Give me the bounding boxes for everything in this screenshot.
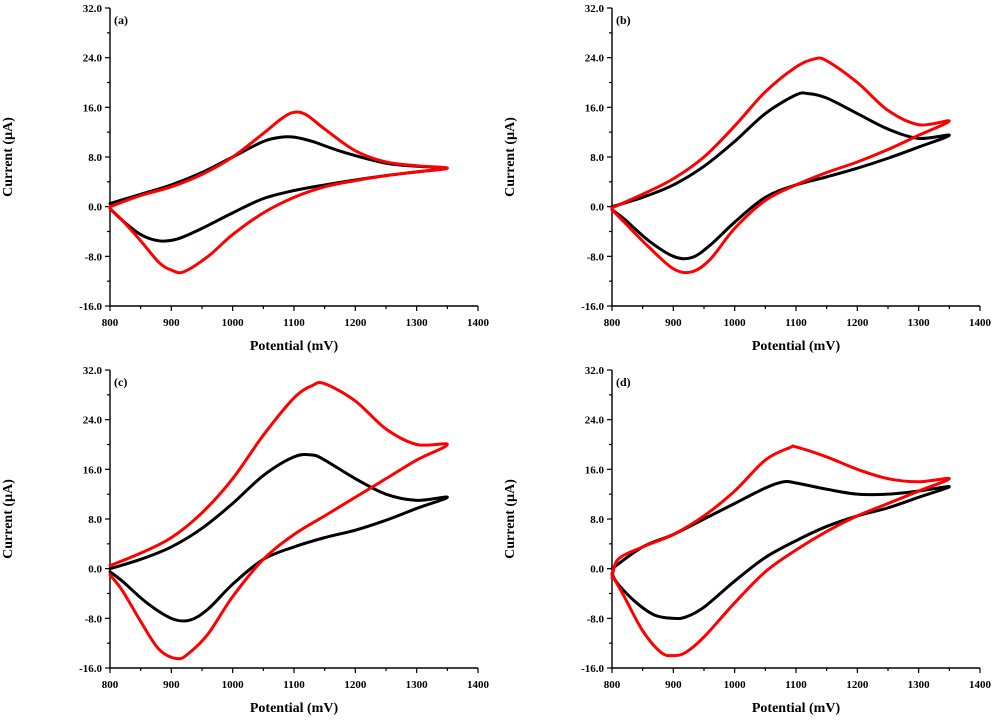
x-tick-label: 1300 [908,317,931,329]
series-red-curve-c [108,380,449,661]
y-tick-label: -8.0 [587,613,605,625]
x-tick-label: 1100 [283,679,305,691]
y-tick-label: -16.0 [581,663,604,675]
panel-c: 800 900 1000 1100 1200 1300 1400 -16.0 -8.0 0.0 8.… [1,365,490,716]
y-axis-title: Current (µA) [503,117,518,197]
x-tick-label: 1000 [724,317,747,329]
x-tick-label: 1200 [846,317,869,329]
x-tick-label: 1200 [344,317,367,329]
x-tick-label: 1300 [406,679,429,691]
x-axis-title: Potential (mV) [250,701,339,716]
series-red-curve-a [108,110,449,275]
y-tick-label: -8.0 [85,251,103,263]
x-tick-label: 1400 [969,679,992,691]
y-axis-title: Current (µA) [503,479,518,559]
y-tick-label: -16.0 [79,301,102,313]
x-tick-label: 1100 [785,679,807,691]
x-tick-label: 800 [102,679,119,691]
x-tick-label: 900 [163,317,180,329]
y-tick-label: 24.0 [83,53,103,65]
x-tick-label: 1000 [724,679,747,691]
y-tick-label: 32.0 [83,365,103,377]
x-tick-label: 1200 [846,679,869,691]
y-axis-title: Current (µA) [1,479,16,559]
panel-label: (a) [114,13,128,27]
x-tick-label: 1000 [222,317,245,329]
series-black-curve-d [610,479,951,621]
y-tick-label: 24.0 [585,53,605,65]
x-tick-label: 800 [604,679,621,691]
y-tick-label: -8.0 [587,251,605,263]
series-black-curve-b [610,91,951,261]
x-tick-label: 900 [163,679,180,691]
y-tick-label: 8.0 [590,514,604,526]
series-red-curve-b [610,56,951,275]
y-tick-label: 32.0 [585,365,605,377]
y-tick-label: -8.0 [85,613,103,625]
y-tick-label: 0.0 [88,564,102,576]
y-tick-label: 16.0 [83,102,103,114]
x-tick-label: 1100 [283,317,305,329]
y-tick-label: 24.0 [585,415,605,427]
x-axis-title: Potential (mV) [752,339,841,354]
y-axis-title: Current (µA) [1,117,16,197]
x-axis-title: Potential (mV) [752,701,841,716]
panel-b: 800 900 1000 1100 1200 1300 1400 -16.0 -8.0 0.0 8.… [503,3,992,354]
x-tick-label: 900 [665,317,682,329]
x-tick-label: 1100 [785,317,807,329]
x-axis-title: Potential (mV) [250,339,339,354]
y-tick-label: 16.0 [83,464,103,476]
x-tick-label: 1200 [344,679,367,691]
series-black-curve-c [108,453,449,623]
y-tick-label: 8.0 [590,152,604,164]
panel-d: 800 900 1000 1100 1200 1300 1400 -16.0 -8.0 0.0 8.… [503,365,992,716]
x-tick-label: 1400 [969,317,992,329]
y-tick-label: -16.0 [581,301,604,313]
y-tick-label: -16.0 [79,663,102,675]
y-tick-label: 32.0 [585,3,605,15]
y-tick-label: 0.0 [88,202,102,214]
x-tick-label: 1300 [406,317,429,329]
x-tick-label: 900 [665,679,682,691]
y-tick-label: 32.0 [83,3,103,15]
y-tick-label: 16.0 [585,464,605,476]
series-red-curve-d [610,444,951,658]
y-tick-label: 24.0 [83,415,103,427]
x-tick-label: 1400 [467,679,490,691]
panel-label: (c) [114,375,127,389]
panel-label: (d) [616,375,631,389]
x-tick-label: 1400 [467,317,490,329]
y-tick-label: 0.0 [590,202,604,214]
y-tick-label: 16.0 [585,102,605,114]
x-tick-label: 1000 [222,679,245,691]
y-tick-label: 8.0 [88,152,102,164]
x-tick-label: 800 [102,317,119,329]
panel-a: 800 900 1000 1100 1200 1300 1400 -16.0 -8.0 0.0 8.… [1,3,490,354]
x-tick-label: 1300 [908,679,931,691]
panel-label: (b) [616,13,631,27]
y-tick-label: 0.0 [590,564,604,576]
y-tick-label: 8.0 [88,514,102,526]
x-tick-label: 800 [604,317,621,329]
